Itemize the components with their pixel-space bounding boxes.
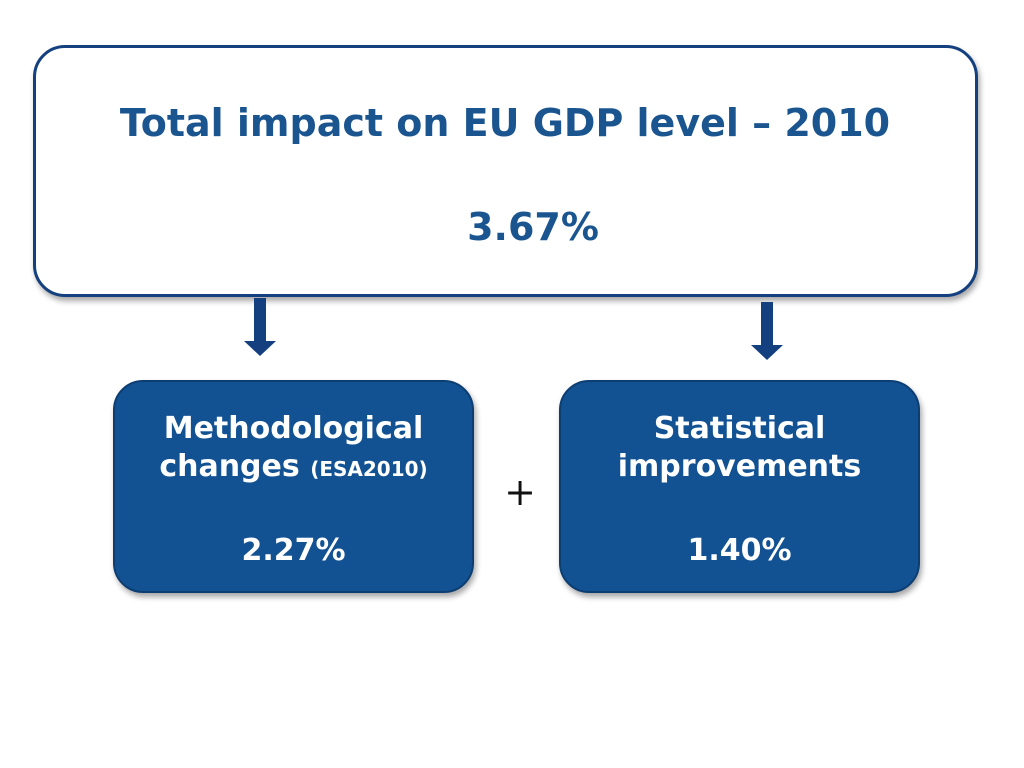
arrow-down-right-icon xyxy=(751,302,783,360)
plus-operator: + xyxy=(504,470,536,514)
methodological-value: 2.27% xyxy=(241,533,346,568)
statistical-label: Statistical xyxy=(653,411,826,446)
methodological-label: Methodological xyxy=(163,411,424,446)
total-impact-value: 3.67% xyxy=(467,205,599,249)
improvements-label: improvements xyxy=(617,449,862,484)
changes-label-line: changes (ESA2010) xyxy=(115,448,472,488)
changes-label: changes xyxy=(159,449,300,484)
arrow-down-left-icon xyxy=(244,298,276,356)
statistical-improvements-box: Statistical improvements 1.40% xyxy=(559,380,920,593)
statistical-value: 1.40% xyxy=(687,533,792,568)
methodological-changes-box: Methodological changes (ESA2010) 2.27% xyxy=(113,380,474,593)
esa2010-note: (ESA2010) xyxy=(310,457,428,481)
total-impact-title: Total impact on EU GDP level – 2010 xyxy=(119,101,891,145)
total-impact-box xyxy=(33,45,978,297)
